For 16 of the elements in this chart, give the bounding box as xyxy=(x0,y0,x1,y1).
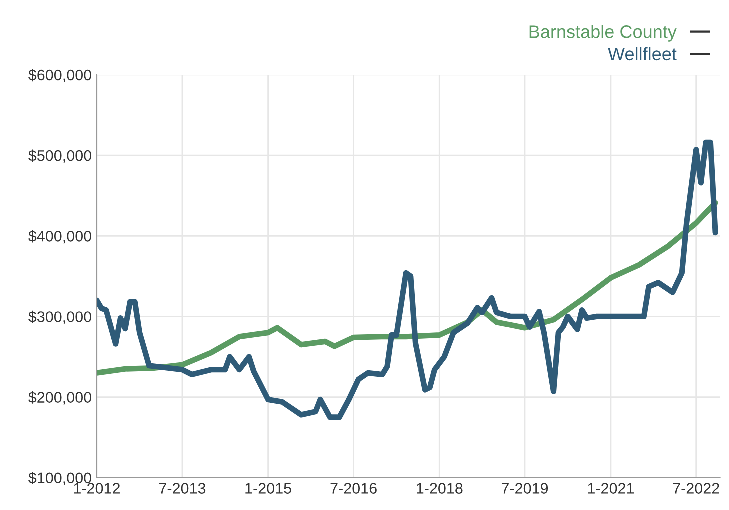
x-tick-label: 1-2018 xyxy=(417,483,463,494)
y-tick-label: $100,000 xyxy=(28,472,92,486)
y-tick-label: $600,000 xyxy=(28,69,92,82)
x-tick-label: 7-2019 xyxy=(502,483,548,494)
y-tick-label: $200,000 xyxy=(28,392,92,405)
text: Barnstable County xyxy=(530,25,677,42)
x-tick-label: 1-2012 xyxy=(74,483,120,494)
x-tick-label: 1-2015 xyxy=(246,483,292,494)
y-tick-label: $300,000 xyxy=(28,310,92,324)
text: Wellfleet xyxy=(608,47,677,61)
y-tick-label: $400,000 xyxy=(28,230,92,244)
x-tick-label: 7-2016 xyxy=(330,483,377,494)
x-tick-label: 7-2013 xyxy=(159,483,206,494)
y-tick-label: $500,000 xyxy=(28,150,92,164)
x-tick-label: 1-2021 xyxy=(588,483,634,494)
x-tick-label: 7-2022 xyxy=(673,483,720,494)
